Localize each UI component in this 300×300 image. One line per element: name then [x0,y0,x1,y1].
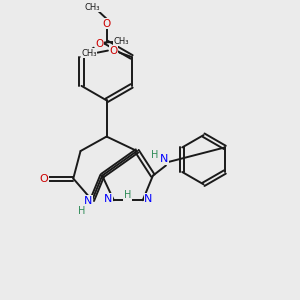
Text: H: H [78,206,86,216]
Text: CH₃: CH₃ [114,37,129,46]
Text: N: N [144,194,153,204]
Text: N: N [104,194,112,204]
Text: O: O [95,39,104,49]
Text: O: O [39,173,48,184]
Text: N: N [160,154,169,164]
Text: CH₃: CH₃ [81,49,97,58]
Text: H: H [124,190,131,200]
Text: O: O [110,46,118,56]
Text: N: N [84,196,92,206]
Text: O: O [103,19,111,29]
Text: CH₃: CH₃ [85,3,100,12]
Text: H: H [151,150,159,160]
